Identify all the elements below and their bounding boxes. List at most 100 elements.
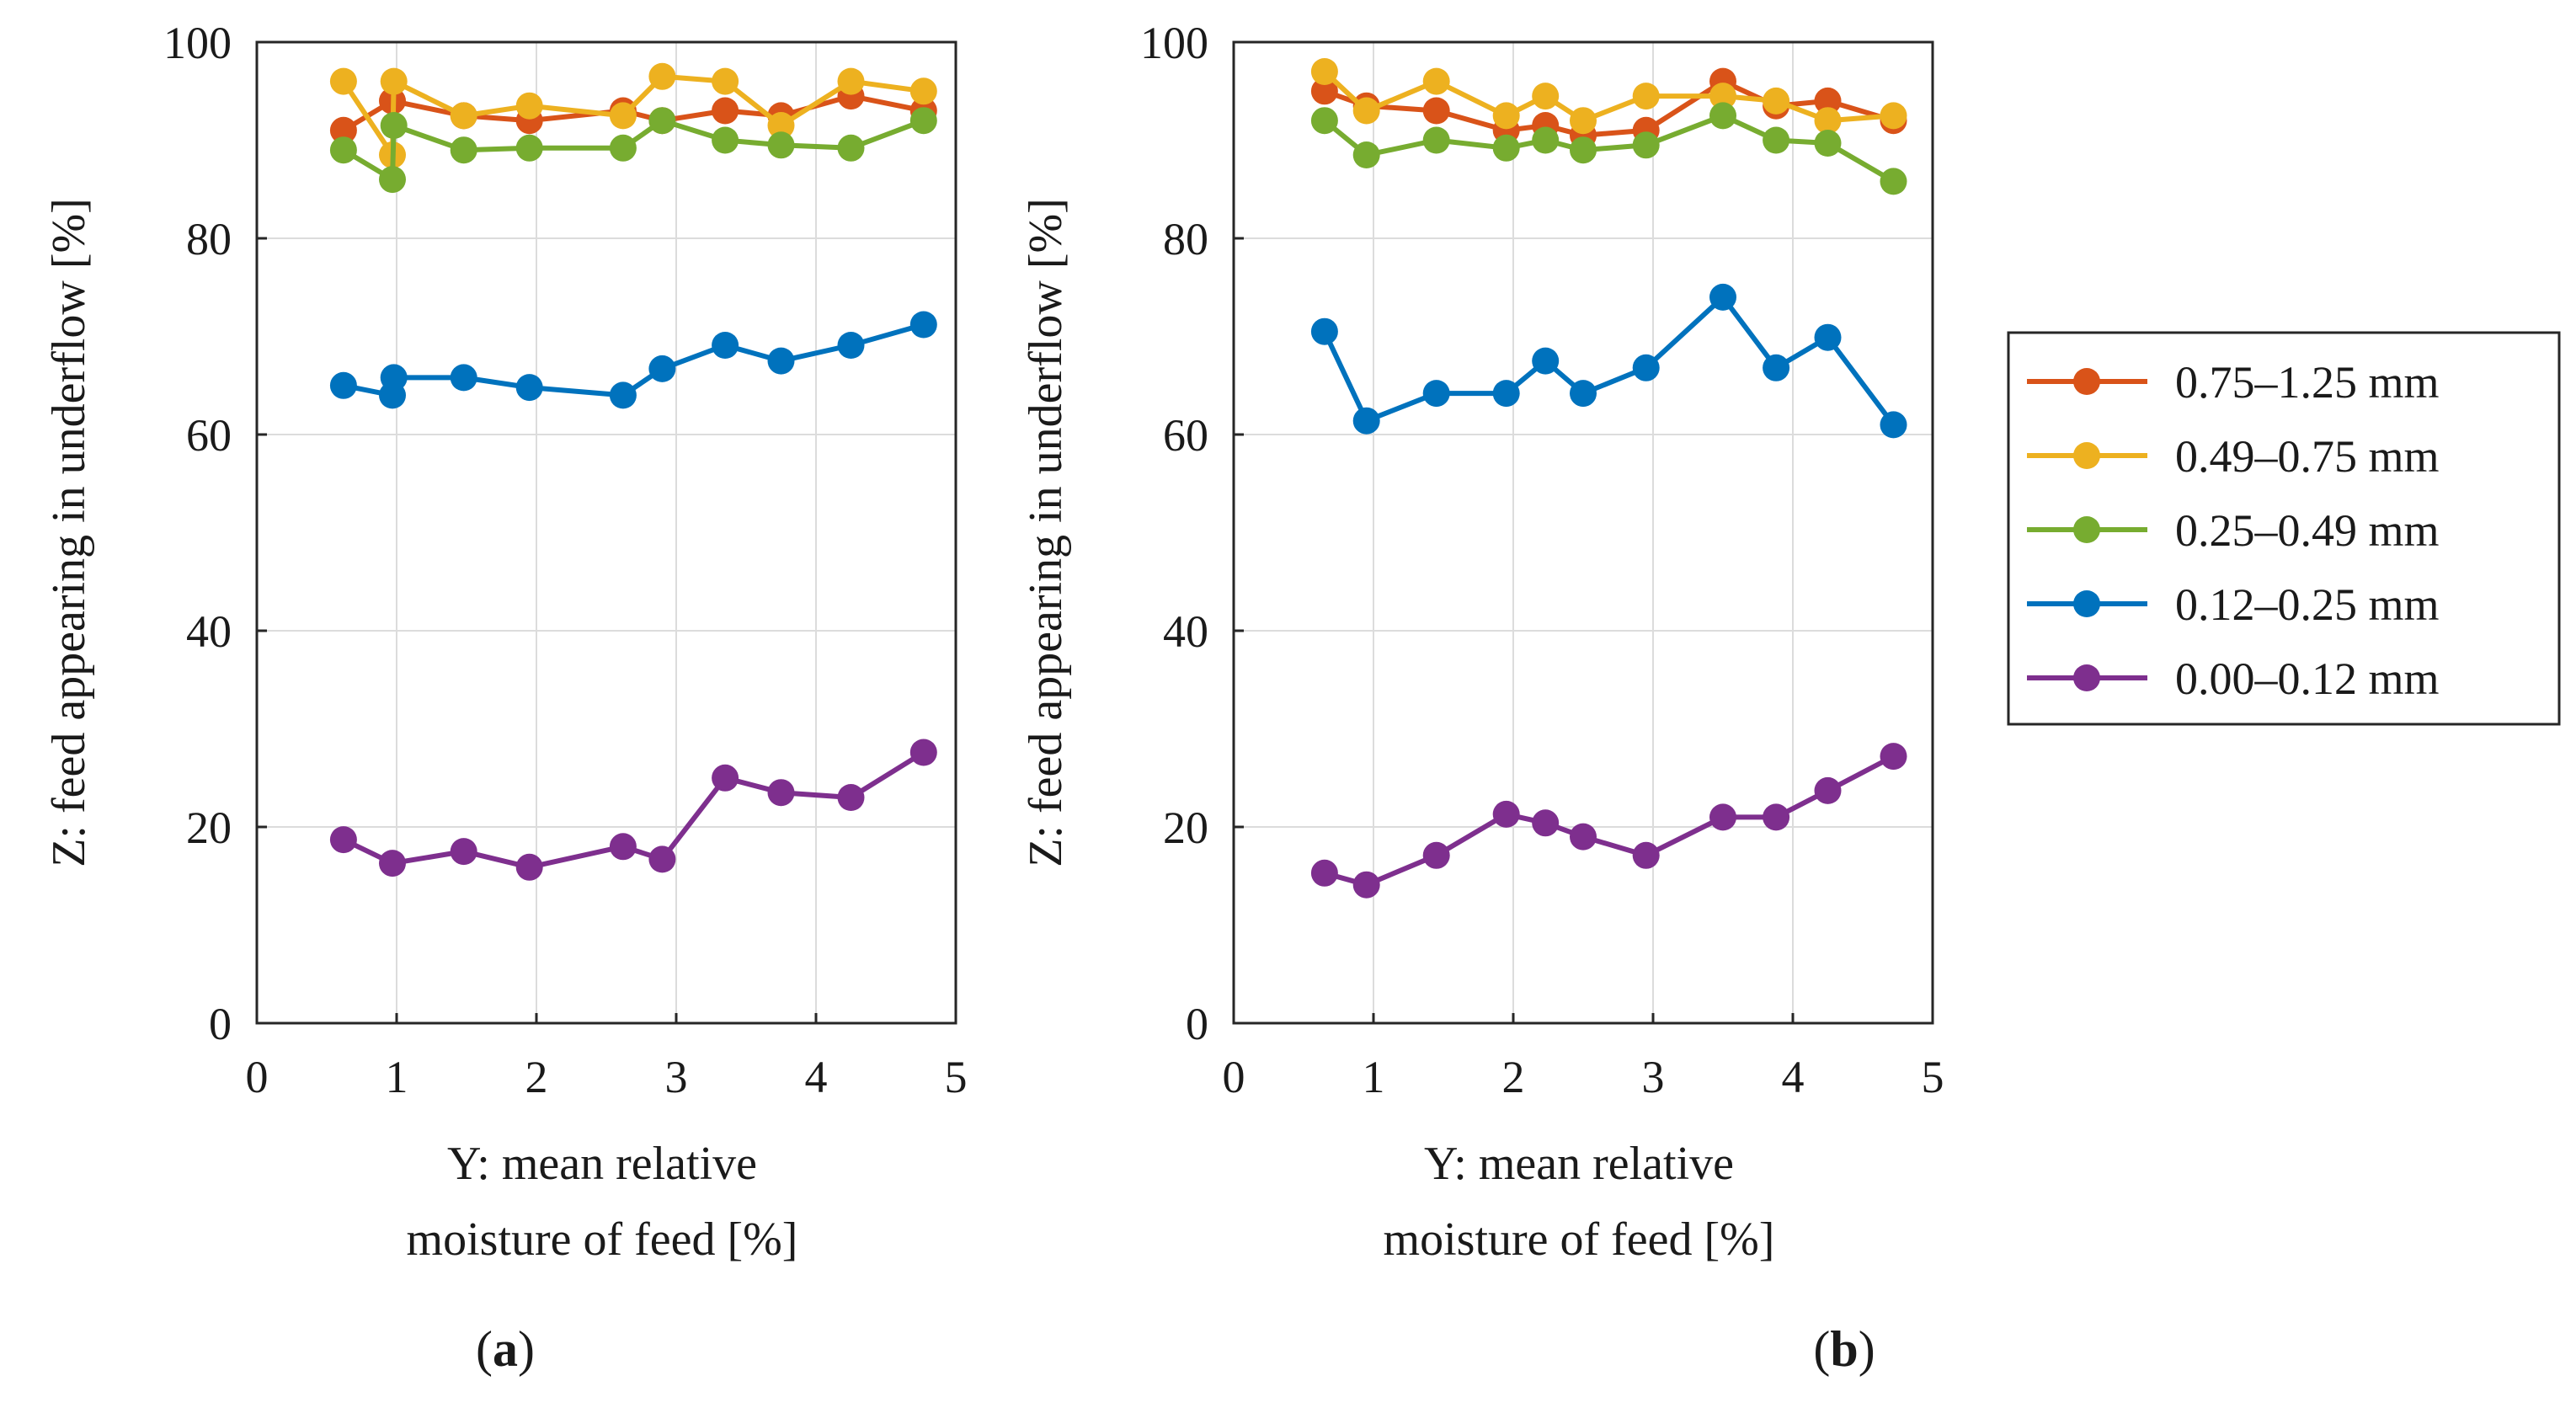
legend-label: 0.12–0.25 mm [2175, 579, 2440, 630]
x-tick-label: 1 [1363, 1052, 1385, 1102]
x-tick-label: 2 [525, 1052, 548, 1102]
legend-label: 0.49–0.75 mm [2175, 431, 2440, 482]
data-point [837, 67, 865, 95]
data-point [379, 166, 406, 194]
data-point [515, 134, 543, 162]
data-point [380, 67, 408, 95]
series-layer [329, 62, 937, 881]
data-point [767, 347, 795, 375]
data-point [712, 126, 739, 154]
data-point [515, 853, 543, 881]
y-tick-labels: 0 20 40 60 80 100 [1140, 18, 1208, 1049]
y-tick-label: 40 [186, 606, 232, 657]
data-point [380, 364, 408, 392]
data-point [648, 845, 676, 873]
y-axis-label: Z: feed appearing in underflow [%] [43, 198, 95, 867]
panel-letter-b: b [1830, 1321, 1858, 1377]
data-point [767, 779, 795, 807]
data-point [1814, 87, 1842, 115]
legend-label: 0.00–0.12 mm [2175, 653, 2440, 704]
data-point [837, 784, 865, 811]
data-point [712, 764, 739, 792]
x-tick-label: 4 [805, 1052, 828, 1102]
x-tick-label: 3 [665, 1052, 688, 1102]
data-point [515, 92, 543, 120]
y-tick-label: 100 [163, 18, 232, 68]
data-point [1632, 83, 1660, 110]
data-point [450, 102, 477, 130]
legend-marker [2073, 590, 2100, 617]
series-layer [1310, 58, 1907, 899]
data-point [648, 62, 676, 90]
legend-marker [2073, 368, 2100, 395]
data-point [1632, 354, 1660, 381]
data-point [1532, 83, 1560, 110]
x-tick-label: 3 [1642, 1052, 1665, 1102]
x-axis-label-line2: moisture of feed [%] [407, 1213, 798, 1266]
panel-label-b: (b) [1813, 1321, 1875, 1377]
x-tick-label: 2 [1502, 1052, 1525, 1102]
panel-label-a: (a) [476, 1321, 535, 1377]
series-line [342, 749, 925, 870]
data-point [1880, 102, 1907, 130]
data-point [1422, 841, 1450, 869]
data-point [1570, 823, 1597, 851]
series-line [343, 322, 925, 398]
series-line [1322, 69, 1894, 124]
data-point [1814, 776, 1842, 804]
x-tick-label: 0 [246, 1052, 269, 1102]
data-point [712, 332, 739, 359]
y-axis-label: Z: feed appearing in underflow [%] [1020, 198, 1072, 867]
legend: 0.75–1.25 mm 0.49–0.75 mm 0.25–0.49 mm 0.12… [2007, 331, 2561, 726]
chart-panel-b: 0 1 2 3 4 5 0 20 40 60 80 100 Z: feed appearing in… [1020, 18, 1944, 1377]
data-point [1310, 58, 1338, 85]
data-point [648, 107, 676, 135]
data-point [1492, 800, 1520, 828]
legend-marker [2073, 516, 2100, 543]
series-line [1322, 113, 1896, 184]
y-tick-label: 0 [209, 999, 232, 1049]
x-tick-labels: 0 1 2 3 4 5 [1223, 1052, 1944, 1102]
y-tick-label: 20 [186, 803, 232, 853]
data-point [712, 97, 739, 125]
data-point [767, 112, 795, 139]
legend-marker [2073, 442, 2100, 469]
data-point [1880, 168, 1907, 195]
chart-panel-a: 0 1 2 3 4 5 0 20 40 60 80 100 Z: feed appearing in… [43, 18, 968, 1377]
data-point [1814, 107, 1842, 135]
data-point [515, 374, 543, 402]
x-axis-label-line1: Y: mean relative [447, 1138, 757, 1190]
data-point [1310, 859, 1338, 887]
data-point [712, 67, 739, 95]
data-point [1422, 67, 1450, 95]
legend-label: 0.75–1.25 mm [2175, 357, 2440, 408]
data-point [1422, 126, 1450, 154]
data-point [1532, 809, 1560, 837]
panel-letter-a: a [493, 1321, 518, 1377]
y-tick-label: 80 [186, 214, 232, 264]
data-point [329, 67, 357, 95]
data-point [450, 136, 477, 164]
data-point [609, 102, 637, 130]
data-point [1310, 317, 1338, 345]
data-point [1352, 407, 1380, 435]
data-point [648, 355, 676, 382]
legend-items: 0.75–1.25 mm 0.49–0.75 mm 0.25–0.49 mm 0.12… [2027, 357, 2440, 704]
x-tick-label: 0 [1223, 1052, 1245, 1102]
plot-frame [255, 40, 957, 1025]
data-point [1570, 136, 1597, 164]
data-point [1310, 107, 1338, 135]
data-point [837, 332, 865, 359]
data-point [609, 381, 637, 409]
data-point [1352, 871, 1380, 899]
y-tick-label: 60 [1163, 410, 1208, 461]
series-line [1322, 294, 1896, 427]
legend-marker [2073, 664, 2100, 691]
data-point [450, 364, 477, 392]
data-point [1763, 803, 1790, 831]
data-point [380, 112, 408, 139]
data-point [329, 826, 357, 854]
data-point [1814, 323, 1842, 351]
data-point [767, 131, 795, 159]
